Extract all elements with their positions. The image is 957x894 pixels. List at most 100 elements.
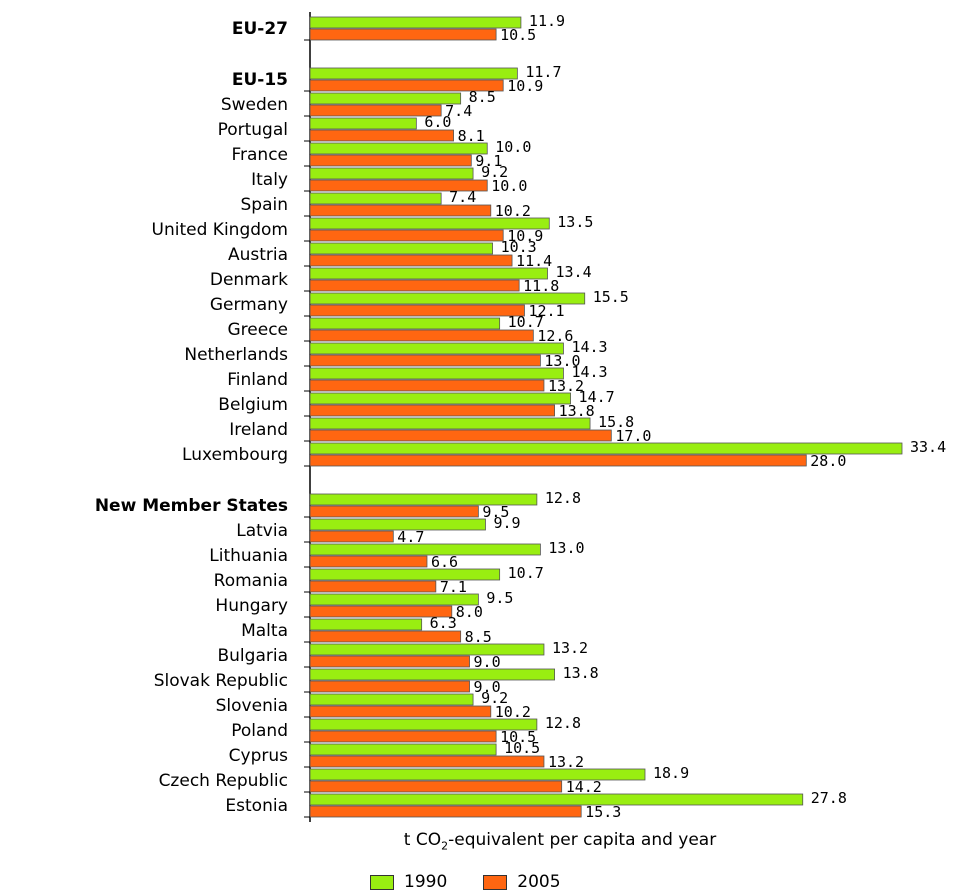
bar-2005-united-kingdom [309, 229, 504, 242]
value-label-2005-bulgaria: 9.0 [474, 653, 501, 671]
value-label-1990-czech-republic: 18.9 [653, 764, 689, 782]
bar-1990-hungary [309, 593, 479, 606]
category-label-malta: Malta [241, 621, 288, 641]
bar-2005-portugal [309, 129, 454, 142]
bar-1990-finland [309, 367, 564, 380]
legend-swatch-2005 [483, 874, 508, 890]
value-label-1990-sweden: 8.5 [469, 88, 496, 106]
bar-2005-slovenia [309, 705, 492, 718]
category-label-slovak-republic: Slovak Republic [154, 671, 288, 691]
category-label-finland: Finland [227, 370, 288, 390]
bar-1990-new-member-states [309, 493, 538, 506]
bar-2005-netherlands [309, 354, 541, 367]
value-label-1990-hungary: 9.5 [486, 589, 513, 607]
bar-1990-eu-15 [309, 67, 518, 80]
bar-1990-austria [309, 242, 493, 255]
value-label-2005-ireland: 17.0 [615, 427, 651, 445]
category-label-czech-republic: Czech Republic [159, 771, 288, 791]
bar-1990-portugal [309, 117, 417, 130]
bar-1990-romania [309, 568, 501, 581]
bar-1990-ireland [309, 417, 591, 430]
value-label-1990-finland: 14.3 [571, 363, 607, 381]
bar-2005-spain [309, 204, 492, 217]
value-label-2005-spain: 10.2 [495, 202, 531, 220]
bar-2005-greece [309, 329, 534, 342]
value-label-2005-poland: 10.5 [500, 728, 536, 746]
category-label-netherlands: Netherlands [184, 345, 288, 365]
value-label-2005-greece: 12.6 [537, 327, 573, 345]
bar-2005-lithuania [309, 555, 428, 568]
value-label-1990-greece: 10.7 [508, 313, 544, 331]
value-label-1990-eu-15: 11.7 [525, 63, 561, 81]
category-label-hungary: Hungary [215, 596, 288, 616]
bar-1990-latvia [309, 518, 486, 531]
category-label-germany: Germany [210, 295, 288, 315]
bar-1990-poland [309, 718, 538, 731]
category-label-eu-27: EU-27 [232, 19, 288, 39]
value-label-2005-finland: 13.2 [548, 377, 584, 395]
bar-2005-ireland [309, 429, 612, 442]
bar-2005-germany [309, 304, 525, 317]
value-label-1990-cyprus: 10.5 [504, 739, 540, 757]
bar-1990-germany [309, 292, 586, 305]
value-label-1990-luxembourg: 33.4 [910, 438, 946, 456]
bar-1990-sweden [309, 92, 462, 105]
value-label-1990-italy: 9.2 [481, 163, 508, 181]
category-label-france: France [231, 145, 288, 165]
value-label-2005-portugal: 8.1 [458, 127, 485, 145]
value-label-2005-luxembourg: 28.0 [810, 452, 846, 470]
bar-1990-netherlands [309, 342, 564, 355]
value-label-1990-lithuania: 13.0 [548, 539, 584, 557]
value-label-1990-malta: 6.3 [430, 614, 457, 632]
category-label-ireland: Ireland [229, 420, 288, 440]
category-label-luxembourg: Luxembourg [182, 445, 288, 465]
bar-2005-bulgaria [309, 655, 470, 668]
category-label-bulgaria: Bulgaria [218, 646, 289, 666]
bar-1990-greece [309, 317, 501, 330]
legend-swatch-1990 [370, 874, 394, 890]
bar-1990-france [309, 142, 488, 155]
value-label-1990-bulgaria: 13.2 [552, 639, 588, 657]
bar-2005-malta [309, 630, 462, 643]
x-axis-label: t CO2-equivalent per capita and year [310, 830, 810, 852]
category-label-cyprus: Cyprus [229, 746, 288, 766]
value-label-2005-slovak-republic: 9.0 [474, 678, 501, 696]
category-label-new-member-states: New Member States [95, 496, 288, 516]
bar-2005-eu-27 [309, 28, 497, 41]
value-label-2005-new-member-states: 9.5 [482, 503, 509, 521]
value-label-2005-germany: 12.1 [528, 302, 564, 320]
value-label-1990-france: 10.0 [495, 138, 531, 156]
value-label-1990-ireland: 15.8 [598, 413, 634, 431]
value-label-1990-netherlands: 14.3 [571, 338, 607, 356]
value-label-2005-belgium: 13.8 [559, 402, 595, 420]
value-label-2005-netherlands: 13.0 [544, 352, 580, 370]
value-label-1990-united-kingdom: 13.5 [557, 213, 593, 231]
bar-2005-hungary [309, 605, 453, 618]
value-label-2005-eu-15: 10.9 [507, 77, 543, 95]
value-label-2005-lithuania: 6.6 [431, 553, 458, 571]
bar-2005-belgium [309, 404, 555, 417]
bar-1990-eu-27 [309, 16, 522, 29]
bar-1990-cyprus [309, 743, 497, 756]
value-label-1990-portugal: 6.0 [424, 113, 451, 131]
bar-2005-denmark [309, 279, 520, 292]
value-label-1990-romania: 10.7 [508, 564, 544, 582]
bar-2005-czech-republic [309, 780, 563, 793]
category-label-italy: Italy [251, 170, 288, 190]
bar-1990-denmark [309, 267, 548, 280]
legend-item-2005: 2005 [483, 872, 561, 892]
value-label-1990-poland: 12.8 [545, 714, 581, 732]
bar-1990-estonia [309, 793, 804, 806]
bar-1990-united-kingdom [309, 217, 550, 230]
bar-1990-slovenia [309, 693, 474, 706]
value-label-1990-denmark: 13.4 [556, 263, 592, 281]
x-axis-label-suffix: -equivalent per capita and year [448, 830, 717, 850]
value-label-2005-cyprus: 13.2 [548, 753, 584, 771]
legend: 1990 2005 [370, 872, 561, 892]
value-label-1990-slovenia: 9.2 [481, 689, 508, 707]
category-label-sweden: Sweden [221, 95, 288, 115]
bar-2005-estonia [309, 805, 582, 818]
category-label-united-kingdom: United Kingdom [152, 220, 288, 240]
bar-2005-poland [309, 730, 497, 743]
value-label-1990-belgium: 14.7 [579, 388, 615, 406]
